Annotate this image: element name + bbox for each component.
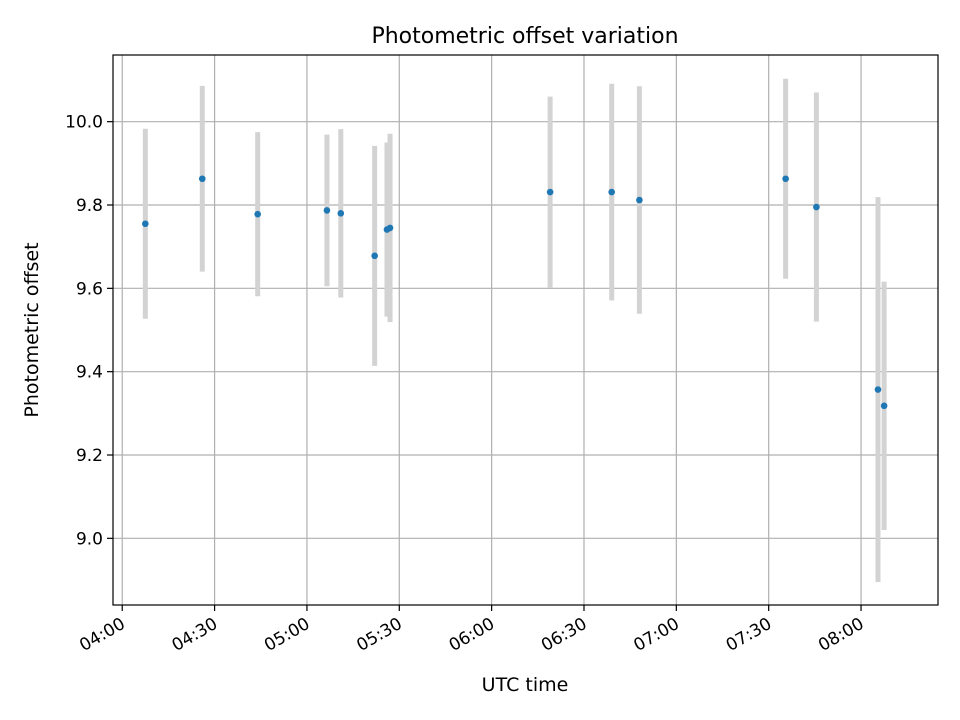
data-points [142,175,888,410]
data-point [371,252,378,260]
y-axis-ticks: 9.0 9.2 9.4 9.6 9.8 10.0 [65,113,113,549]
x-axis-label: UTC time [482,674,569,696]
plot-frame [112,54,939,606]
grid [113,55,938,605]
y-tick-label: 9.4 [76,363,103,383]
x-tick-label: 04:30 [169,614,221,656]
x-tick-label: 05:30 [353,614,405,656]
data-point [337,210,345,217]
y-tick-label: 9.8 [76,196,103,216]
x-tick-label: 07:00 [630,614,682,656]
y-tick-label: 10.0 [65,113,103,133]
x-tick-label: 08:00 [815,614,867,656]
data-point [142,220,149,228]
data-point [198,175,206,183]
data-point [880,402,888,410]
data-point [813,203,820,211]
data-point [254,210,261,218]
x-tick-label: 06:30 [538,614,590,656]
chart-title: Photometric offset variation [371,24,678,49]
y-axis-label: Photometric offset [21,242,43,417]
data-point [782,175,789,183]
data-point [874,386,882,393]
y-tick-label: 9.0 [76,529,103,549]
x-axis-ticks: 04:00 04:30 05:00 05:30 06:00 06:30 07:00 07:30… [76,605,868,656]
y-tick-label: 9.2 [76,446,103,466]
x-tick-label: 05:00 [261,614,313,656]
x-tick-label: 06:00 [446,614,498,656]
data-point [386,224,394,232]
data-point [608,188,615,196]
x-tick-label: 07:30 [723,614,775,656]
data-point [323,207,331,214]
data-point [636,196,643,204]
data-point [546,188,554,196]
y-tick-label: 9.6 [76,279,103,299]
errorbars [142,78,887,583]
x-tick-label: 04:00 [76,614,128,656]
